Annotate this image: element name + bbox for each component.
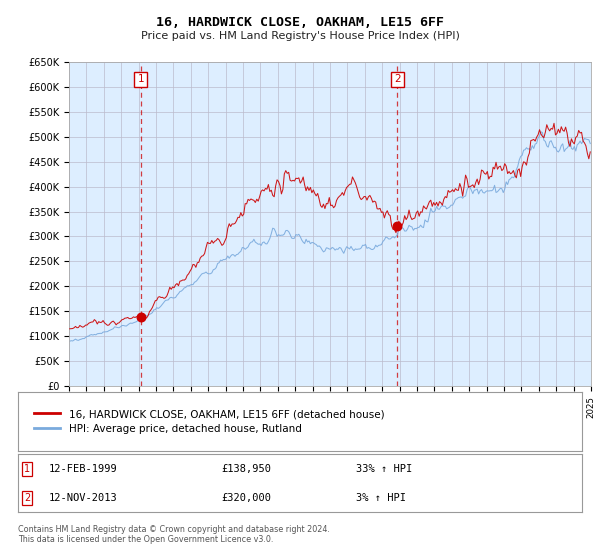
Text: 16, HARDWICK CLOSE, OAKHAM, LE15 6FF: 16, HARDWICK CLOSE, OAKHAM, LE15 6FF — [156, 16, 444, 29]
Text: 12-FEB-1999: 12-FEB-1999 — [49, 464, 118, 474]
Text: 2: 2 — [24, 493, 30, 503]
Legend: 16, HARDWICK CLOSE, OAKHAM, LE15 6FF (detached house), HPI: Average price, detac: 16, HARDWICK CLOSE, OAKHAM, LE15 6FF (de… — [30, 405, 388, 438]
Text: £138,950: £138,950 — [221, 464, 271, 474]
Text: 12-NOV-2013: 12-NOV-2013 — [49, 493, 118, 503]
Text: 3% ↑ HPI: 3% ↑ HPI — [356, 493, 406, 503]
Text: 2: 2 — [394, 74, 401, 85]
Point — [136, 312, 145, 321]
Text: £320,000: £320,000 — [221, 493, 271, 503]
Text: 1: 1 — [24, 464, 30, 474]
Text: 33% ↑ HPI: 33% ↑ HPI — [356, 464, 413, 474]
Text: Contains HM Land Registry data © Crown copyright and database right 2024.
This d: Contains HM Land Registry data © Crown c… — [18, 525, 330, 544]
Text: Price paid vs. HM Land Registry's House Price Index (HPI): Price paid vs. HM Land Registry's House … — [140, 31, 460, 41]
Text: 1: 1 — [137, 74, 144, 85]
Point — [392, 222, 402, 231]
